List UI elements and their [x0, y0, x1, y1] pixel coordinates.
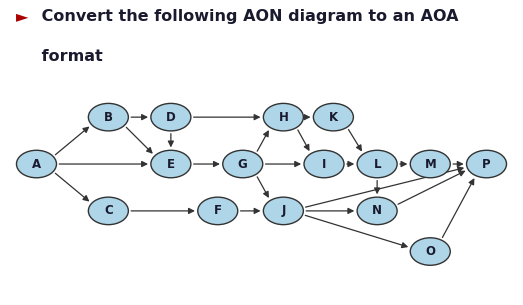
- Text: P: P: [482, 157, 491, 170]
- Text: ►: ►: [16, 9, 28, 24]
- Text: I: I: [322, 157, 326, 170]
- Text: J: J: [281, 204, 286, 217]
- Text: G: G: [238, 157, 247, 170]
- Ellipse shape: [17, 150, 56, 178]
- Ellipse shape: [264, 197, 303, 225]
- Text: E: E: [167, 157, 175, 170]
- Ellipse shape: [264, 103, 303, 131]
- Text: O: O: [425, 245, 435, 258]
- Text: D: D: [166, 111, 176, 124]
- Ellipse shape: [88, 103, 128, 131]
- Ellipse shape: [357, 150, 397, 178]
- Ellipse shape: [151, 150, 191, 178]
- Text: M: M: [424, 157, 436, 170]
- Text: L: L: [373, 157, 381, 170]
- Ellipse shape: [198, 197, 238, 225]
- Text: A: A: [32, 157, 41, 170]
- Text: B: B: [104, 111, 113, 124]
- Text: Convert the following AON diagram to an AOA: Convert the following AON diagram to an …: [36, 9, 458, 24]
- Text: F: F: [214, 204, 222, 217]
- Text: N: N: [372, 204, 382, 217]
- Ellipse shape: [410, 150, 450, 178]
- Text: format: format: [36, 49, 103, 64]
- Ellipse shape: [313, 103, 354, 131]
- Ellipse shape: [151, 103, 191, 131]
- Text: K: K: [329, 111, 338, 124]
- Ellipse shape: [357, 197, 397, 225]
- Text: H: H: [278, 111, 288, 124]
- Ellipse shape: [467, 150, 506, 178]
- Ellipse shape: [88, 197, 128, 225]
- Ellipse shape: [304, 150, 344, 178]
- Text: C: C: [104, 204, 113, 217]
- Ellipse shape: [410, 238, 450, 265]
- Ellipse shape: [223, 150, 263, 178]
